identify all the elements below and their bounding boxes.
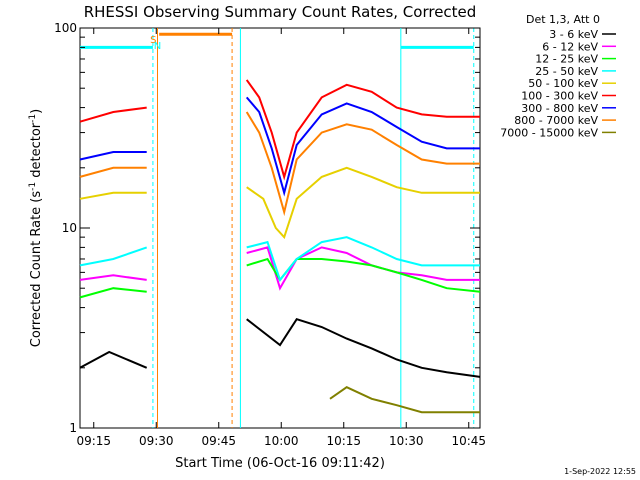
y-axis-label-mid: detector bbox=[29, 122, 44, 182]
x-tick-label: 10:15 bbox=[326, 434, 361, 448]
flag-annotation: N bbox=[154, 41, 161, 52]
series-line bbox=[79, 191, 147, 200]
flag-bars bbox=[80, 32, 474, 49]
legend-label: 7000 - 15000 keV bbox=[500, 126, 598, 139]
y-axis-label-sup2: -1 bbox=[28, 114, 38, 123]
x-tick-label: 09:45 bbox=[201, 434, 236, 448]
series-lines bbox=[79, 79, 481, 414]
series-line bbox=[79, 166, 147, 178]
legend-label: 100 - 300 keV bbox=[521, 90, 598, 103]
x-tick-label: 10:00 bbox=[264, 434, 299, 448]
y-axis-label: Corrected Count Rate (s-1 detector-1) bbox=[28, 109, 44, 347]
y-axis-label-main: Corrected Count Rate (s bbox=[29, 191, 44, 348]
x-tick-label: 09:15 bbox=[76, 434, 111, 448]
series-line bbox=[79, 274, 147, 281]
legend-label: 800 - 7000 keV bbox=[514, 114, 598, 127]
x-axis-label: Start Time (06-Oct-16 09:11:42) bbox=[175, 456, 385, 471]
y-axis: 1 10 100 bbox=[54, 21, 480, 435]
flag-annotations: SN bbox=[150, 35, 161, 52]
y-tick-label: 10 bbox=[62, 221, 77, 235]
legend-label: 300 - 800 keV bbox=[521, 102, 598, 115]
series-line bbox=[79, 106, 147, 123]
legend-label: 3 - 6 keV bbox=[549, 28, 598, 41]
series-line bbox=[79, 151, 147, 161]
series-line bbox=[329, 386, 480, 414]
series-line bbox=[79, 287, 147, 299]
series-line bbox=[245, 111, 480, 217]
series-line bbox=[246, 166, 480, 240]
y-tick-label: 100 bbox=[54, 21, 77, 35]
x-tick-label: 09:30 bbox=[139, 434, 174, 448]
series-line bbox=[246, 236, 480, 282]
y-axis-label-end: ) bbox=[29, 109, 44, 114]
x-tick-label: 10:30 bbox=[389, 434, 424, 448]
plot-area: SN bbox=[79, 27, 481, 429]
footer-timestamp: 1-Sep-2022 12:55 bbox=[564, 467, 636, 476]
legend-label: 12 - 25 keV bbox=[535, 53, 598, 66]
series-line bbox=[246, 246, 480, 291]
y-tick-label: 1 bbox=[69, 421, 77, 435]
legend-title: Det 1,3, Att 0 bbox=[526, 13, 600, 26]
series-line bbox=[246, 257, 481, 293]
series-line bbox=[79, 350, 148, 369]
series-line bbox=[245, 96, 480, 197]
flag-annotation: S bbox=[150, 35, 156, 46]
series-line bbox=[79, 246, 148, 267]
series-line bbox=[246, 318, 481, 378]
x-axis: 09:15 09:30 09:45 10:00 10:15 10:30 10:45 bbox=[76, 28, 486, 448]
series-line bbox=[245, 79, 480, 181]
chart-title: RHESSI Observing Summary Count Rates, Co… bbox=[84, 3, 477, 21]
legend-label: 50 - 100 keV bbox=[528, 77, 598, 90]
y-axis-label-sup1: -1 bbox=[28, 182, 38, 191]
x-tick-label: 10:45 bbox=[451, 434, 486, 448]
legend-label: 25 - 50 keV bbox=[535, 65, 598, 78]
legend-label: 6 - 12 keV bbox=[542, 40, 598, 53]
